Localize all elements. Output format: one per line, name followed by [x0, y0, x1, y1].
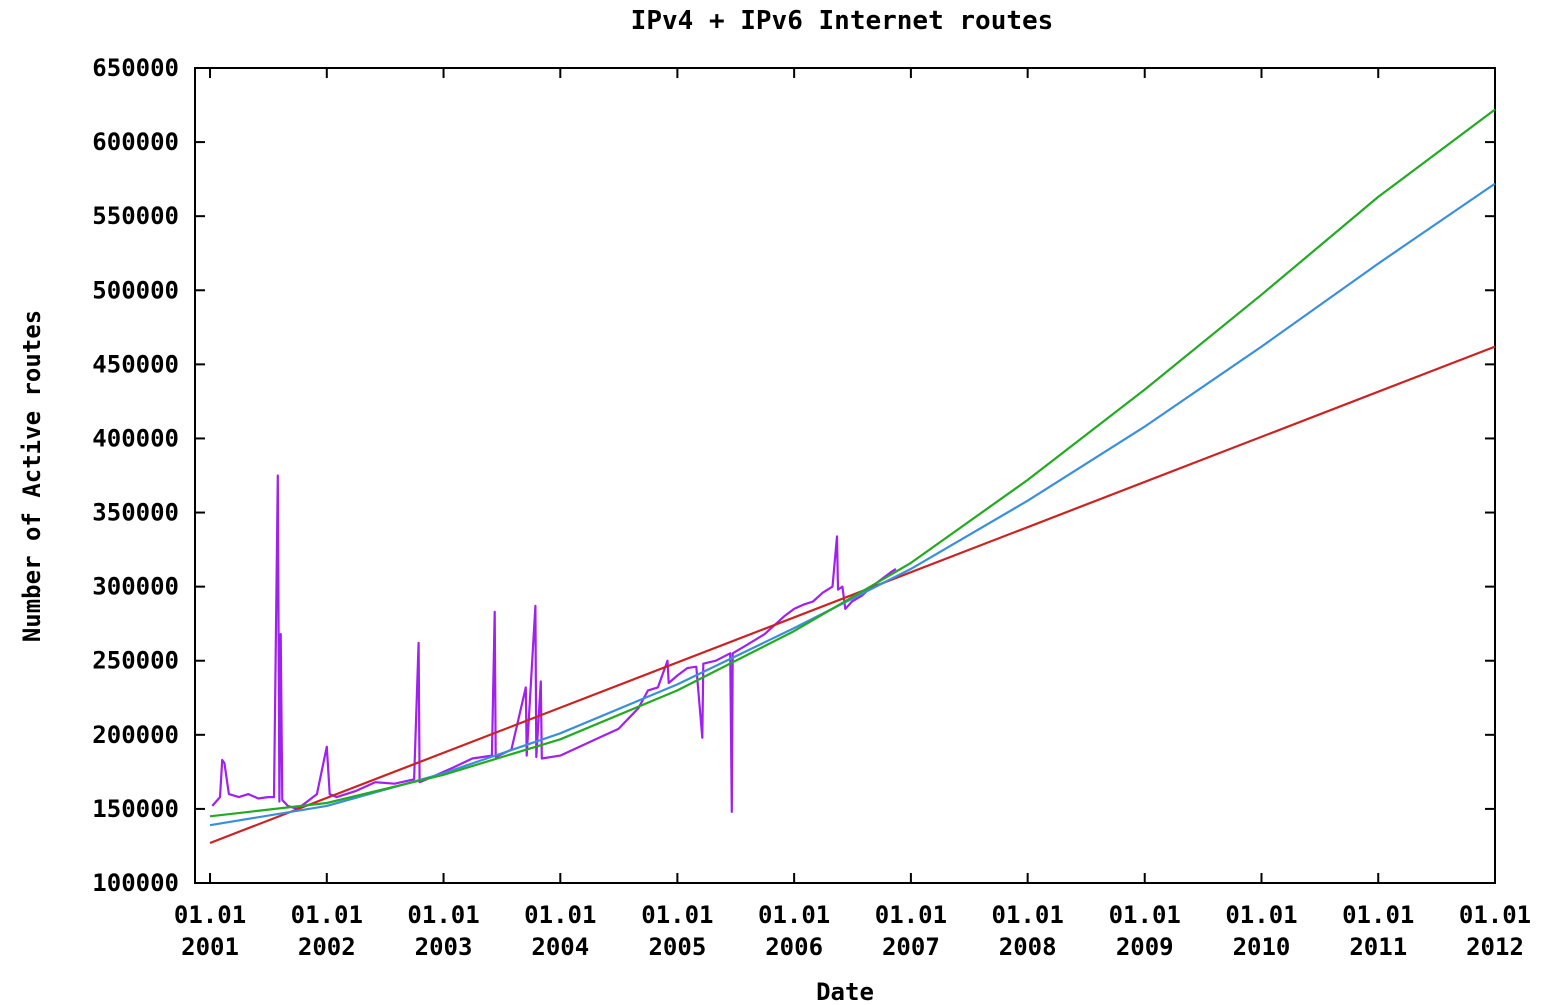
x-tick-label-line2: 2012	[1466, 933, 1524, 961]
x-tick-label-line1: 01.01	[291, 901, 363, 929]
y-tick-label: 300000	[92, 573, 179, 601]
y-tick-label: 500000	[92, 276, 179, 304]
x-tick-label-line2: 2002	[298, 933, 356, 961]
y-tick-label: 400000	[92, 424, 179, 452]
y-tick-label: 550000	[92, 202, 179, 230]
x-tick-label-line2: 2005	[648, 933, 706, 961]
x-tick-label-line1: 01.01	[992, 901, 1064, 929]
x-tick-label-line2: 2007	[882, 933, 940, 961]
series-line-0	[211, 474, 897, 814]
x-tick-label-line2: 2011	[1349, 933, 1407, 961]
series-line-2	[209, 182, 1496, 827]
x-tick-label-line2: 2009	[1116, 933, 1174, 961]
x-tick-label-line2: 2003	[415, 933, 473, 961]
x-axis-label: Date	[816, 978, 874, 1005]
x-tick-label-line2: 2010	[1233, 933, 1291, 961]
y-tick-label: 450000	[92, 350, 179, 378]
y-tick-label: 150000	[92, 795, 179, 823]
plot-border	[194, 67, 1496, 884]
y-tick-label: 650000	[92, 54, 179, 82]
series-layer	[209, 108, 1496, 845]
y-tick-label: 200000	[92, 721, 179, 749]
series-line-3	[209, 108, 1496, 818]
x-tick-label-line2: 2004	[531, 933, 589, 961]
x-tick-label-line1: 01.01	[524, 901, 596, 929]
y-tick-label: 600000	[92, 128, 179, 156]
x-tick-label-line2: 2006	[765, 933, 823, 961]
x-tick-label-line1: 01.01	[875, 901, 947, 929]
chart-title: IPv4 + IPv6 Internet routes	[631, 6, 1054, 36]
x-tick-label-line2: 2001	[181, 933, 239, 961]
x-tick-label-line1: 01.01	[407, 901, 479, 929]
x-axis: 01.01 2001 01.01 2002 01.01 2003 01.01 2004 01.0…	[174, 68, 1531, 961]
x-tick-label-line1: 01.01	[1109, 901, 1181, 929]
x-tick-label-line1: 01.01	[1225, 901, 1297, 929]
x-tick-label-line1: 01.01	[1459, 901, 1531, 929]
x-tick-label-line1: 01.01	[758, 901, 830, 929]
y-axis: 100000 150000 200000 250000 300000 350000 4000…	[92, 54, 1495, 897]
x-tick-label-line1: 01.01	[641, 901, 713, 929]
y-axis-label: Number of Active routes	[18, 310, 46, 642]
y-tick-label: 350000	[92, 499, 179, 527]
x-tick-label-line1: 01.01	[174, 901, 246, 929]
x-tick-label-line2: 2008	[999, 933, 1057, 961]
series-line-1	[209, 345, 1496, 845]
y-tick-label: 100000	[92, 869, 179, 897]
plot-area	[194, 67, 1496, 884]
x-tick-label-line1: 01.01	[1342, 901, 1414, 929]
y-tick-label: 250000	[92, 647, 179, 675]
